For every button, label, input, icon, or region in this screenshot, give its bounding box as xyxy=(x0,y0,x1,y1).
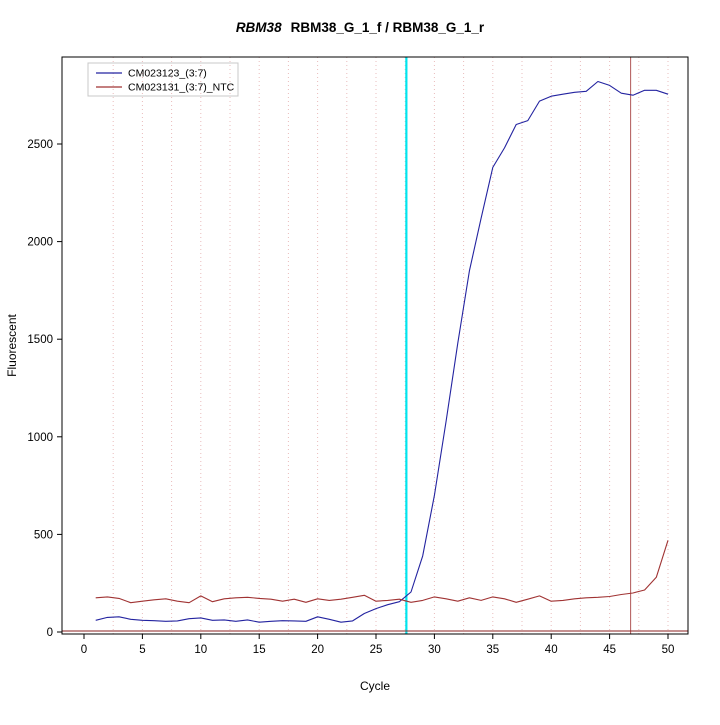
x-tick-label: 10 xyxy=(194,644,207,656)
x-axis-label: Cycle xyxy=(360,679,390,693)
chart-title: RBM38 RBM38_G_1_f / RBM38_G_1_r xyxy=(0,20,720,35)
chart-title-gene: RBM38 xyxy=(235,20,282,35)
series-line-1 xyxy=(95,540,669,604)
x-tick-label: 50 xyxy=(662,644,675,656)
series-line-0 xyxy=(95,80,669,623)
y-tick-label: 1500 xyxy=(27,334,53,346)
x-tick-label: 15 xyxy=(253,644,266,656)
x-tick-label: 35 xyxy=(486,644,499,656)
x-tick-label: 30 xyxy=(428,644,441,656)
y-tick-label: 1000 xyxy=(27,432,53,444)
y-tick-label: 2500 xyxy=(27,139,53,151)
x-tick-label: 0 xyxy=(81,644,87,656)
chart-title-rest: RBM38_G_1_f / RBM38_G_1_r xyxy=(290,20,485,35)
y-tick-label: 2000 xyxy=(27,237,53,249)
legend-entry-label: CM023131_(3:7)_NTC xyxy=(128,82,235,94)
legend-entry-label: CM023123_(3:7) xyxy=(128,68,207,80)
x-tick-label: 25 xyxy=(370,644,383,656)
x-tick-label: 40 xyxy=(545,644,558,656)
y-tick-label: 500 xyxy=(34,529,53,541)
legend-box xyxy=(87,62,239,97)
plot-box xyxy=(61,56,689,635)
y-tick-label: 0 xyxy=(47,627,53,639)
x-tick-label: 45 xyxy=(603,644,616,656)
x-tick-label: 20 xyxy=(311,644,324,656)
y-axis-label: Fluorescent xyxy=(5,313,19,376)
x-tick-label: 5 xyxy=(139,644,145,656)
